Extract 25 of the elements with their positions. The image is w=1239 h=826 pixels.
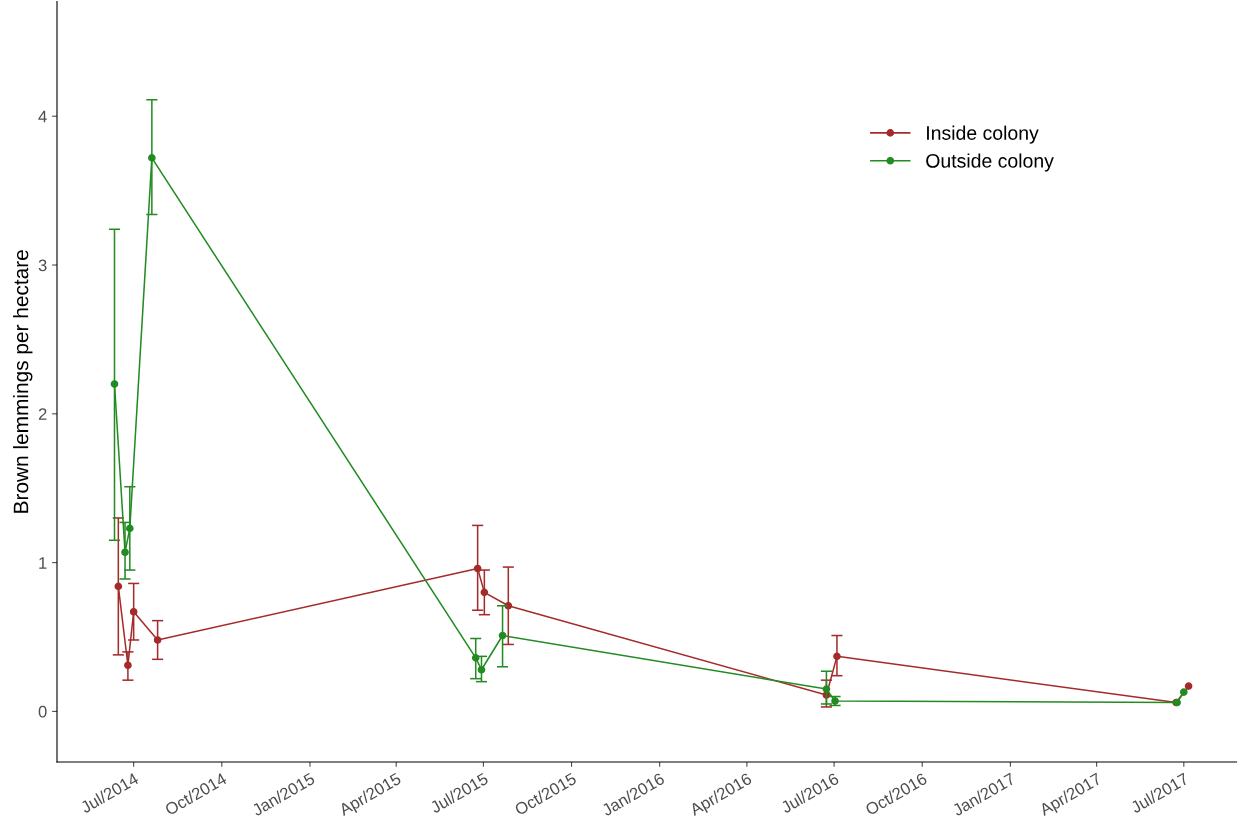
point (121, 548, 129, 557)
point (1184, 682, 1193, 690)
point (480, 588, 489, 597)
point (822, 685, 831, 693)
point (498, 631, 507, 640)
point (473, 564, 482, 573)
legend-label: Outside colony (926, 153, 1054, 172)
point (833, 652, 841, 661)
legend-label: Inside colony (927, 125, 1039, 144)
point (126, 524, 134, 533)
point (477, 665, 486, 674)
y-axis-title: Brown lemmings per hectare (13, 250, 33, 513)
y-tick-label: 0 (38, 705, 47, 718)
point (148, 154, 156, 162)
y-tick-label: 2 (38, 408, 47, 420)
point (114, 582, 123, 591)
y-tick-label: 4 (38, 110, 47, 123)
y-tick-label: 3 (38, 259, 47, 272)
point (153, 636, 162, 644)
point (1180, 688, 1188, 696)
point (124, 661, 132, 670)
point (110, 380, 119, 388)
point (471, 654, 480, 662)
point (129, 607, 138, 616)
y-tick-label: 1 (39, 557, 47, 569)
